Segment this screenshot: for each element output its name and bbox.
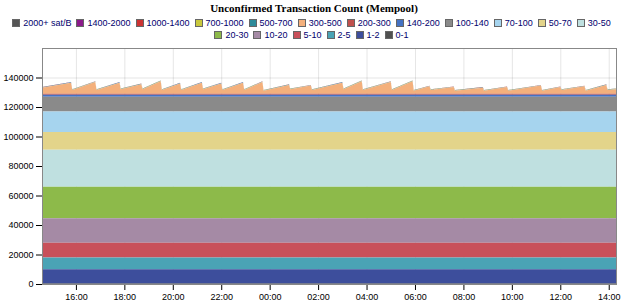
svg-text:60000: 60000 (8, 191, 33, 201)
html-text:200-300: 200-300 (357, 18, 391, 28)
html-text:500-700: 500-700 (259, 18, 293, 28)
html-text:20-30: 20-30 (225, 30, 249, 40)
svg-text:14:00: 14:00 (598, 292, 621, 302)
html-text:10-20: 10-20 (264, 30, 288, 40)
html-text:1400-2000: 1400-2000 (87, 18, 131, 28)
html-text:5-10: 5-10 (303, 30, 322, 40)
svg-text:00:00: 00:00 (259, 292, 282, 302)
svg-text:12:00: 12:00 (550, 292, 573, 302)
svg-text:0: 0 (28, 279, 33, 289)
html-text:700-1000: 700-1000 (205, 18, 244, 28)
html-text:140-200: 140-200 (406, 18, 440, 28)
svg-text:16:00: 16:00 (65, 292, 88, 302)
svg-text:120000: 120000 (3, 102, 33, 112)
html-text:70-100: 70-100 (504, 18, 533, 28)
svg-text:18:00: 18:00 (114, 292, 137, 302)
svg-text:10:00: 10:00 (501, 292, 524, 302)
html-text:2-5: 2-5 (337, 30, 351, 40)
html-text:100-140: 100-140 (455, 18, 489, 28)
html-text:300-500: 300-500 (308, 18, 342, 28)
svg-text:140000: 140000 (3, 73, 33, 83)
html-text:2000+ sat/B: 2000+ sat/B (23, 18, 72, 28)
svg-text:20:00: 20:00 (162, 292, 185, 302)
svg-text:04:00: 04:00 (356, 292, 379, 302)
svg-text:02:00: 02:00 (307, 292, 330, 302)
svg-text:80000: 80000 (8, 161, 33, 171)
svg-text:20000: 20000 (8, 250, 33, 260)
html-text:Unconfirmed Transaction Count: Unconfirmed Transaction Count (Mempool) (210, 2, 418, 14)
html-text:0-1: 0-1 (395, 30, 409, 40)
svg-text:100000: 100000 (3, 132, 33, 142)
svg-text:22:00: 22:00 (210, 292, 233, 302)
svg-text:40000: 40000 (8, 220, 33, 230)
html-text:1000-1400: 1000-1400 (146, 18, 190, 28)
html-text:30-50: 30-50 (587, 18, 611, 28)
svg-text:06:00: 06:00 (404, 292, 427, 302)
html-text:50-70: 50-70 (548, 18, 572, 28)
svg-text:08:00: 08:00 (453, 292, 476, 302)
html-text:1-2: 1-2 (366, 30, 380, 40)
